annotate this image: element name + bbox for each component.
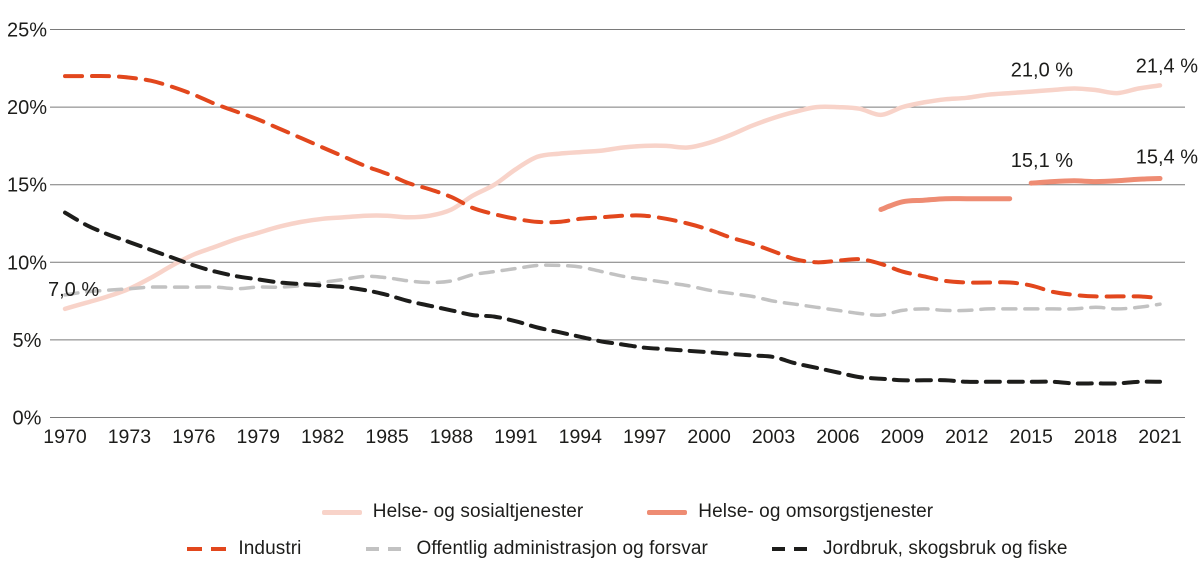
legend-row: Industri Offentlig administrasjon og fors…	[187, 538, 1067, 560]
legend-swatch-jordbruk-icon	[771, 547, 812, 551]
legend-swatch-industri-icon	[187, 547, 228, 551]
legend-swatch-helse-sosialtjenester-icon	[321, 509, 362, 515]
series-line-industri	[63, 73, 1162, 300]
legend-label-helse-omsorgstjenester: Helse- og omsorgstjenester	[698, 501, 934, 522]
x-tick-label: 1979	[237, 426, 280, 448]
y-tick-label: 0%	[13, 408, 42, 430]
series-line-offentlig-administrasjon	[63, 263, 1162, 317]
x-tick-label: 2018	[1074, 426, 1117, 448]
chart-annotation: 15,4 %	[1136, 146, 1198, 168]
y-tick-label: 25%	[7, 20, 47, 42]
chart-annotation: 21,0 %	[1011, 60, 1073, 82]
legend-item-industri: Industri	[187, 538, 301, 560]
legend-item-jordbruk: Jordbruk, skogsbruk og fiske	[771, 538, 1068, 560]
legend-item-helse-sosialtjenester: Helse- og sosialtjenester	[321, 501, 584, 523]
legend-item-helse-omsorgstjenester: Helse- og omsorgstjenester	[647, 501, 933, 523]
legend-label-jordbruk: Jordbruk, skogsbruk og fiske	[822, 538, 1068, 559]
x-tick-label: 1970	[43, 426, 87, 448]
x-tick-label: 1985	[365, 426, 409, 448]
x-tick-label: 2015	[1009, 426, 1053, 448]
chart-annotation: 21,4 %	[1136, 55, 1198, 77]
series-line-helse-omsorgstjenester	[1028, 176, 1163, 186]
x-tick-label: 1976	[172, 426, 215, 448]
x-tick-label: 2012	[945, 426, 988, 448]
y-tick-label: 20%	[7, 97, 47, 119]
x-tick-label: 2000	[687, 426, 731, 448]
x-tick-label: 1997	[623, 426, 666, 448]
x-tick-label: 1982	[301, 426, 344, 448]
x-tick-label: 1988	[430, 426, 473, 448]
legend-item-offentlig-administrasjon: Offentlig administrasjon og forsvar	[365, 538, 708, 560]
legend-label-industri: Industri	[238, 538, 302, 559]
y-tick-label: 15%	[7, 175, 47, 197]
x-tick-label: 2003	[752, 426, 795, 448]
legend-swatch-offentlig-administrasjon-icon	[365, 547, 406, 551]
chart-annotation: 7,0 %	[48, 279, 99, 301]
x-tick-label: 1991	[494, 426, 537, 448]
y-tick-label: 5%	[13, 330, 42, 352]
chart-annotation: 15,1 %	[1011, 150, 1073, 172]
series-line-helse-sosialtjenester	[62, 83, 1163, 312]
legend-label-offentlig-administrasjon: Offentlig administrasjon og forsvar	[416, 538, 708, 559]
x-tick-label: 2006	[816, 426, 859, 448]
chart-legend: Helse- og sosialtjenester Helse- og omsor…	[0, 501, 1200, 560]
x-tick-label: 1994	[559, 426, 603, 448]
employment-share-line-chart: 0% 5% 10% 15% 20% 25% 1970 1973 1976 1979 1982 1985…	[7, 20, 1198, 449]
legend-swatch-helse-omsorgstjenester-icon	[647, 509, 688, 515]
legend-label-helse-sosialtjenester: Helse- og sosialtjenester	[372, 501, 584, 522]
y-tick-label: 10%	[7, 252, 47, 274]
x-tick-label: 2009	[881, 426, 924, 448]
x-tick-label: 2021	[1138, 426, 1181, 448]
x-tick-label: 1973	[108, 426, 151, 448]
series-line-helse-omsorgstjenester	[878, 196, 1013, 212]
legend-row: Helse- og sosialtjenester Helse- og omsor…	[321, 501, 933, 523]
series-line-jordbruk	[63, 210, 1162, 386]
